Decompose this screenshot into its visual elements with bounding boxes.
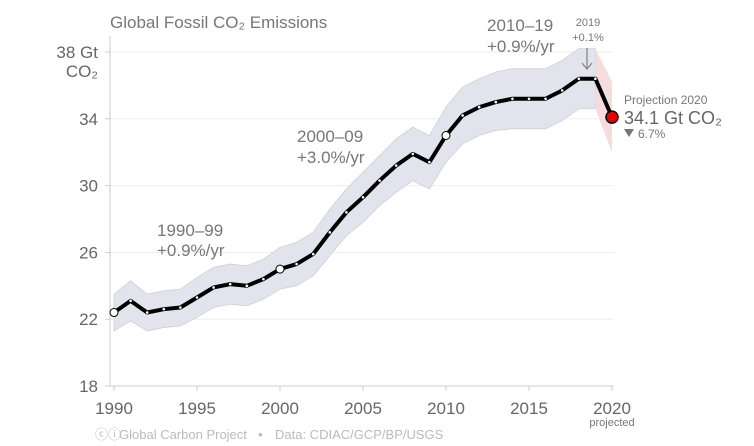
annotation-period: 2019 xyxy=(576,17,600,29)
annotation-period: 2000–09 xyxy=(297,127,363,146)
footer-separator: • xyxy=(258,427,263,442)
x-tick-label: 1995 xyxy=(178,399,216,418)
data-point xyxy=(311,252,315,256)
footer-data: Data: CDIAC/GCP/BP/USGS xyxy=(275,427,444,442)
highlight-point xyxy=(109,308,119,318)
highlight-point xyxy=(441,131,451,140)
data-point xyxy=(527,97,531,101)
x-tick-label: 2020 xyxy=(593,399,631,418)
data-point xyxy=(560,89,564,92)
chart-title: Global Fossil CO₂ Emissions xyxy=(110,13,327,32)
data-point xyxy=(594,77,597,81)
data-point xyxy=(378,179,381,182)
y-tick-label: 34 xyxy=(79,110,98,129)
data-point xyxy=(129,299,132,303)
data-point xyxy=(245,284,249,288)
y-tick-label: 26 xyxy=(79,243,98,262)
data-point xyxy=(577,77,581,81)
data-point xyxy=(345,211,348,214)
projection-change: 6.7% xyxy=(638,127,666,141)
data-point xyxy=(511,97,514,101)
projection-title: Projection 2020 xyxy=(624,93,708,107)
data-point xyxy=(461,114,464,117)
footer-source: Global Carbon Project xyxy=(119,427,247,442)
projection-point xyxy=(605,110,619,124)
arrow-down-icon xyxy=(581,48,593,71)
data-point xyxy=(262,277,265,281)
data-point xyxy=(228,282,232,286)
uncertainty-band xyxy=(113,48,596,332)
data-point xyxy=(494,100,498,104)
data-point xyxy=(411,152,415,156)
annotation-period: 1990–99 xyxy=(157,221,223,240)
data-point xyxy=(428,160,431,164)
uncertainty-bands xyxy=(113,48,612,332)
data-point xyxy=(162,307,166,311)
footer: ⓒⓘ Global Carbon Project • Data: CDIAC/G… xyxy=(95,427,444,442)
data-point xyxy=(544,97,547,101)
projection-value: 34.1 Gt CO₂ xyxy=(624,108,722,128)
data-point xyxy=(179,306,182,309)
y-tick-label: 30 xyxy=(79,177,98,196)
x-tick-sublabel: projected xyxy=(589,417,634,429)
data-point xyxy=(361,195,365,199)
annotation-rate: +3.0%/yr xyxy=(297,148,365,167)
x-ticks: 1990 1995 2000 2005 2010 2015 2020 xyxy=(95,386,631,418)
y-ticks: 18 22 26 30 34 xyxy=(79,51,110,396)
data-point xyxy=(195,296,199,299)
y-tick-label: 22 xyxy=(79,310,98,329)
x-tick-label: 2005 xyxy=(344,399,382,418)
annotation-2000s: 2000–09 +3.0%/yr xyxy=(297,127,365,167)
annotation-rate: +0.1% xyxy=(572,32,604,44)
y-axis-unit-label: CO₂ xyxy=(66,62,98,81)
series xyxy=(109,76,619,318)
data-point xyxy=(328,231,332,234)
annotation-rate: +0.9%/yr xyxy=(157,241,225,260)
data-point xyxy=(394,164,398,167)
highlight-point xyxy=(275,264,285,274)
axes xyxy=(109,36,614,387)
y-axis-top-label: 38 Gt xyxy=(56,43,98,62)
data-point xyxy=(477,105,481,109)
y-tick-label: 18 xyxy=(79,377,98,396)
triangle-down-icon xyxy=(624,129,634,137)
projection-label: Projection 2020 34.1 Gt CO₂ 6.7% xyxy=(624,93,722,141)
license-icons: ⓒⓘ xyxy=(95,427,121,442)
annotation-1990s: 1990–99 +0.9%/yr xyxy=(157,221,225,260)
x-tick-label: 2000 xyxy=(261,399,299,418)
x-tick-label: 1990 xyxy=(95,399,133,418)
annotation-2010s: 2010–19 +0.9%/yr xyxy=(487,16,555,56)
annotation-period: 2010–19 xyxy=(487,16,553,35)
annotation-rate: +0.9%/yr xyxy=(487,37,555,56)
x-tick-label: 2015 xyxy=(510,399,548,418)
annotation-2019: 2019 +0.1% xyxy=(572,17,604,71)
data-point xyxy=(295,262,298,266)
data-point xyxy=(145,311,149,314)
x-tick-label: 2010 xyxy=(427,399,465,418)
data-point xyxy=(212,286,215,289)
